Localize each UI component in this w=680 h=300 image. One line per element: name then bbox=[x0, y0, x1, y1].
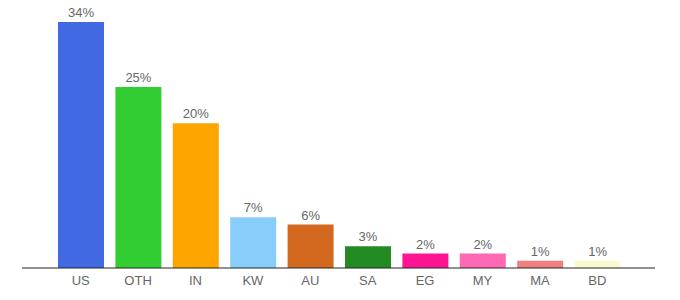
svg-text:2%: 2% bbox=[473, 237, 492, 252]
svg-text:1%: 1% bbox=[588, 244, 607, 259]
svg-text:1%: 1% bbox=[531, 244, 550, 259]
svg-text:2%: 2% bbox=[416, 237, 435, 252]
svg-text:MA: MA bbox=[530, 273, 550, 288]
svg-text:IN: IN bbox=[189, 273, 202, 288]
svg-text:25%: 25% bbox=[125, 70, 151, 85]
svg-text:3%: 3% bbox=[359, 229, 378, 244]
svg-text:7%: 7% bbox=[244, 200, 263, 215]
svg-text:US: US bbox=[72, 273, 90, 288]
svg-text:MY: MY bbox=[473, 273, 493, 288]
svg-text:EG: EG bbox=[416, 273, 435, 288]
svg-text:20%: 20% bbox=[183, 106, 209, 121]
svg-text:OTH: OTH bbox=[124, 273, 151, 288]
svg-text:KW: KW bbox=[242, 273, 264, 288]
svg-text:6%: 6% bbox=[301, 208, 320, 223]
svg-text:BD: BD bbox=[588, 273, 606, 288]
svg-text:34%: 34% bbox=[68, 5, 94, 20]
svg-text:SA: SA bbox=[359, 273, 377, 288]
svg-text:AU: AU bbox=[301, 273, 319, 288]
